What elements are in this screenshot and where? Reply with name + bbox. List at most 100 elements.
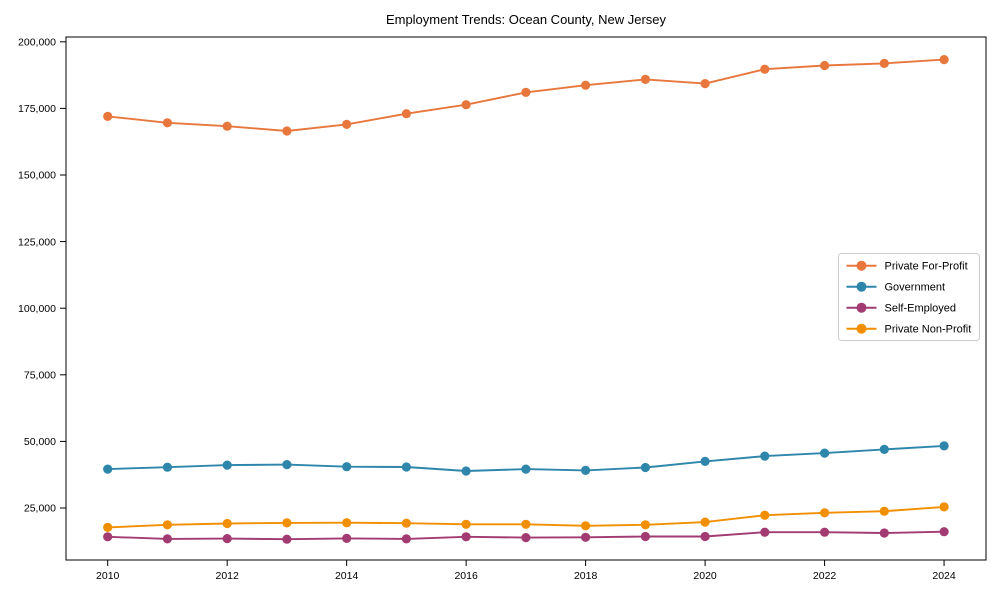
legend-item-private-non-profit: Private Non-Profit: [846, 323, 972, 336]
series-private-non-profit: [103, 502, 949, 533]
legend: Private For-Profit Government Self-Employe…: [838, 253, 980, 341]
legend-item-self-employed: Self-Employed: [846, 302, 957, 315]
y-tick-label: 75,000: [24, 370, 56, 382]
x-tick-label: 2010: [96, 570, 120, 582]
data-point-government-2022: [820, 448, 830, 458]
series-self-employed: [103, 527, 949, 544]
data-point-private-for-profit-2017: [521, 87, 531, 97]
data-point-private-non-profit-2018: [581, 521, 591, 531]
data-point-self-employed-2017: [521, 533, 531, 543]
data-point-government-2013: [282, 460, 292, 470]
data-point-government-2014: [342, 462, 352, 472]
data-point-government-2020: [700, 456, 710, 466]
data-point-private-non-profit-2015: [401, 518, 411, 528]
data-point-private-for-profit-2012: [222, 121, 232, 131]
data-point-government-2019: [640, 462, 651, 473]
legend-marker-icon: [856, 302, 867, 313]
data-point-private-non-profit-2010: [103, 522, 113, 533]
data-point-self-employed-2021: [760, 527, 770, 537]
data-point-self-employed-2019: [640, 531, 651, 542]
data-point-self-employed-2011: [162, 534, 172, 544]
data-point-government-2012: [222, 460, 232, 470]
legend-item-label: Government: [885, 282, 946, 294]
legend-item-label: Self-Employed: [885, 303, 957, 315]
data-point-government-2023: [879, 444, 889, 454]
data-point-private-non-profit-2024: [939, 502, 949, 512]
data-point-private-for-profit-2019: [640, 74, 651, 84]
x-tick-label: 2016: [454, 570, 478, 582]
y-tick-label: 100,000: [18, 303, 56, 315]
x-tick-label: 2012: [216, 570, 240, 582]
x-tick-label: 2020: [693, 570, 717, 582]
data-point-government-2016: [461, 466, 471, 476]
x-tick-label: 2022: [813, 570, 837, 582]
series-government: [103, 441, 949, 476]
data-point-private-for-profit-2021: [760, 64, 770, 74]
data-point-private-for-profit-2013: [282, 126, 292, 136]
x-axis: 2010 2012 2014 2016 2018 2020 2022 2024: [96, 560, 956, 582]
data-point-private-non-profit-2011: [162, 520, 172, 530]
data-point-self-employed-2023: [879, 528, 889, 538]
data-point-self-employed-2014: [342, 533, 352, 544]
data-point-private-non-profit-2022: [820, 508, 830, 518]
data-point-private-non-profit-2020: [700, 517, 710, 527]
data-point-government-2017: [521, 464, 531, 474]
data-point-private-for-profit-2020: [700, 79, 710, 89]
legend-marker-icon: [856, 260, 867, 271]
data-point-private-non-profit-2017: [521, 519, 531, 529]
data-point-government-2018: [581, 465, 591, 475]
data-point-private-non-profit-2016: [461, 519, 471, 529]
data-point-government-2010: [103, 464, 113, 474]
x-tick-label: 2018: [574, 570, 598, 582]
data-point-self-employed-2018: [581, 532, 591, 542]
data-point-private-for-profit-2022: [820, 60, 830, 71]
x-tick-label: 2014: [335, 570, 359, 582]
y-axis: 25,000 50,000 75,000 100,000 125,000 150,000 1…: [18, 37, 66, 515]
x-tick-label: 2024: [932, 570, 956, 582]
data-point-self-employed-2016: [461, 532, 471, 542]
data-point-self-employed-2015: [401, 534, 411, 544]
series-private-for-profit: [103, 55, 949, 136]
y-tick-label: 25,000: [24, 503, 56, 515]
data-point-private-non-profit-2014: [342, 518, 352, 528]
plot-area: 25,000 50,000 75,000 100,000 125,000 150,000 1…: [18, 36, 987, 582]
legend-item-government: Government: [846, 281, 946, 294]
data-point-government-2021: [760, 451, 770, 461]
data-point-government-2015: [401, 462, 411, 472]
data-point-private-for-profit-2010: [103, 111, 113, 121]
data-point-self-employed-2022: [820, 527, 830, 537]
y-tick-label: 175,000: [18, 103, 56, 115]
data-point-self-employed-2010: [103, 532, 113, 542]
data-point-private-non-profit-2019: [640, 520, 651, 530]
y-tick-label: 150,000: [18, 170, 56, 182]
data-point-self-employed-2024: [939, 527, 949, 537]
data-point-self-employed-2012: [222, 534, 232, 544]
data-point-private-for-profit-2024: [939, 55, 949, 65]
y-tick-label: 50,000: [24, 436, 56, 448]
data-point-private-for-profit-2018: [581, 80, 591, 90]
data-point-self-employed-2013: [282, 534, 292, 544]
legend-marker-icon: [856, 323, 867, 334]
data-point-private-for-profit-2015: [401, 109, 411, 119]
legend-item-label: Private For-Profit: [885, 261, 968, 273]
data-point-private-for-profit-2016: [461, 100, 471, 110]
legend-box: [838, 253, 980, 341]
data-point-private-for-profit-2011: [162, 118, 172, 128]
data-point-private-non-profit-2012: [222, 518, 232, 529]
data-point-private-non-profit-2013: [282, 518, 292, 528]
chart-title: Employment Trends: Ocean County, New Jer…: [386, 12, 667, 27]
y-tick-label: 200,000: [18, 37, 56, 49]
data-point-private-for-profit-2014: [342, 119, 352, 129]
legend-marker-icon: [856, 281, 867, 292]
axes-spines: [65, 36, 987, 561]
data-point-government-2024: [939, 441, 949, 451]
legend-item-label: Private Non-Profit: [885, 324, 972, 336]
y-tick-label: 125,000: [18, 236, 56, 248]
data-point-self-employed-2020: [700, 531, 710, 542]
data-point-government-2011: [162, 462, 172, 472]
legend-item-private-for-profit: Private For-Profit: [846, 260, 968, 273]
data-point-private-non-profit-2021: [760, 510, 770, 520]
